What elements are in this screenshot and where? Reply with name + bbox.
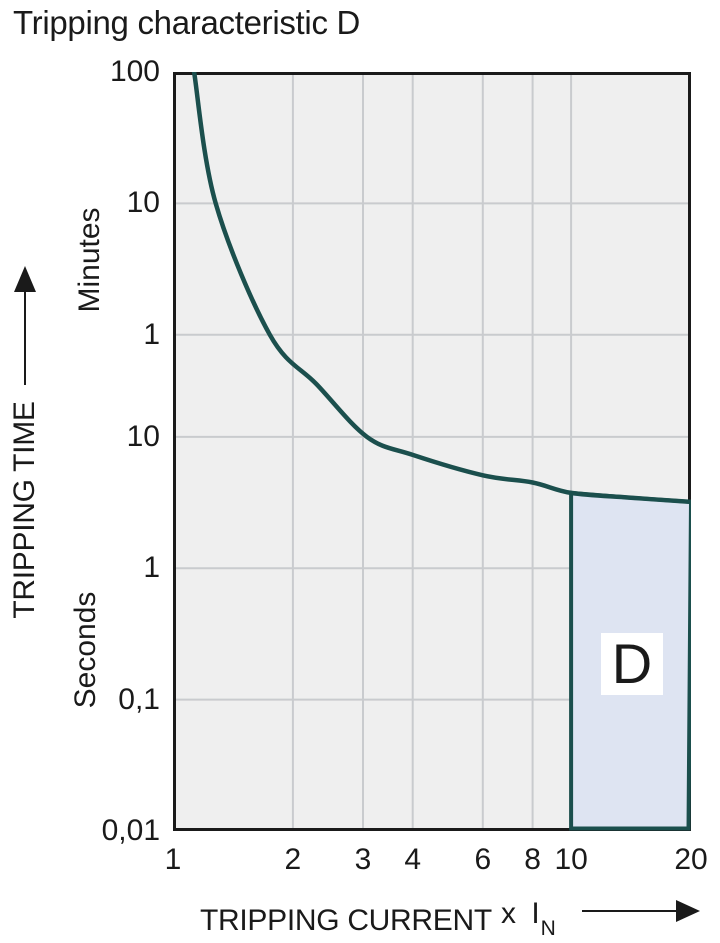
x-axis-arrow-head-icon (676, 900, 700, 922)
region-label-box: D (601, 633, 663, 695)
x-tick-label: 6 (474, 843, 492, 876)
x-axis-label: TRIPPING CURRENT (200, 904, 492, 937)
page-title: Tripping characteristic D (13, 4, 361, 41)
x-axis-multiplier: x IN (501, 897, 556, 940)
x-tick-label: 4 (404, 843, 422, 876)
x-axis-arrow (582, 910, 678, 912)
x-tick-label: 3 (354, 843, 372, 876)
x-axis-multiplier-text: x I (501, 897, 540, 930)
y-axis-arrow-head-icon (14, 266, 36, 292)
x-tick-label: 2 (284, 843, 302, 876)
x-tick-label: 1 (164, 843, 182, 876)
plot-area: D (173, 72, 691, 831)
region-label: D (611, 632, 653, 695)
y-tick-label: 1 (143, 551, 160, 585)
x-tick-label: 10 (554, 843, 588, 876)
y-tick-label: 10 (126, 419, 160, 453)
y-axis-unit-minutes: Minutes (73, 207, 106, 313)
y-tick-label: 10 (126, 186, 160, 220)
x-axis-multiplier-subscript: N (540, 917, 556, 940)
y-tick-label: 1 (143, 317, 160, 351)
y-axis-arrow (24, 292, 26, 385)
tripping-curve-svg (173, 72, 691, 831)
y-tick-label: 0,1 (118, 682, 160, 716)
y-tick-label: 100 (109, 55, 160, 88)
y-tick-label: 0,01 (101, 814, 160, 847)
x-tick-label: 20 (674, 843, 708, 876)
x-tick-label: 8 (524, 843, 541, 876)
